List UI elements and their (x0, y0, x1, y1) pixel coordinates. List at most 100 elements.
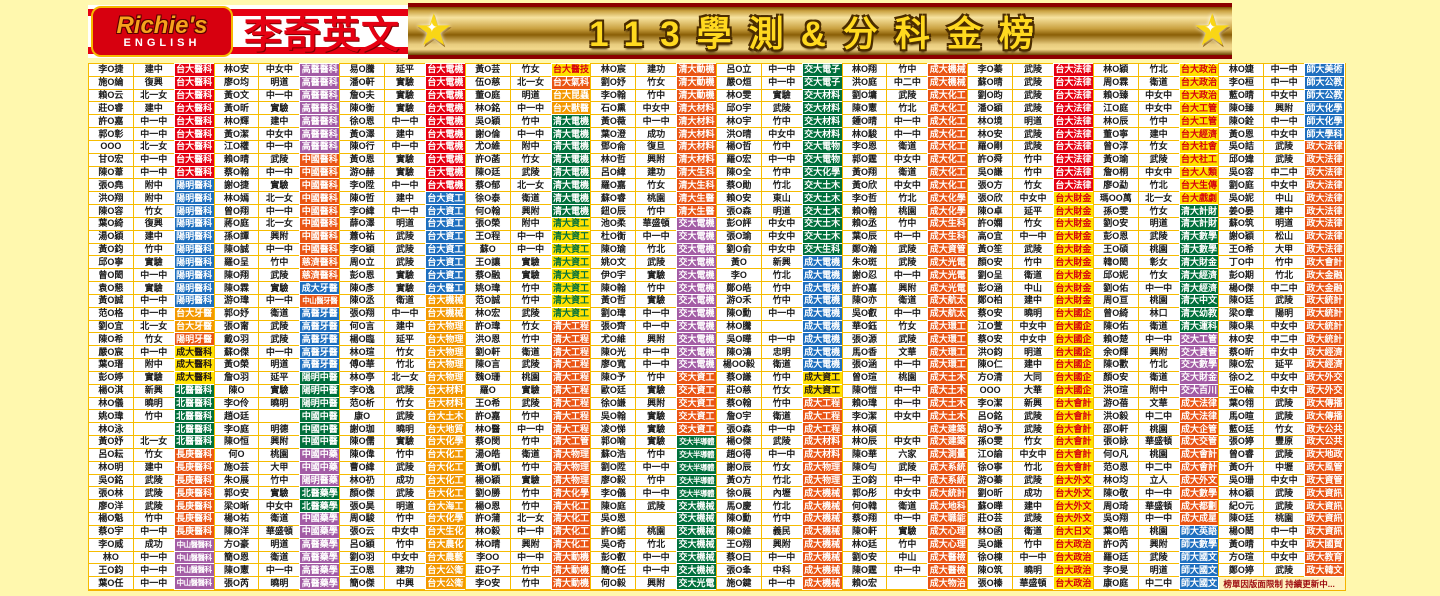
university-cell: 政大金融 (1304, 268, 1345, 283)
student-name-cell: 呂O立 (716, 63, 762, 77)
student-name-cell: 蘇O筑 (1218, 216, 1265, 231)
university-cell: 政大金融 (1304, 281, 1345, 295)
student-name-cell: 嚴O宸 (88, 345, 134, 360)
university-cell: 台大政治 (1178, 75, 1220, 90)
school-cell: 中一中 (258, 293, 301, 308)
student-name-cell: 陳O庭 (590, 499, 637, 514)
university-cell: 台大化工 (424, 486, 466, 501)
university-cell: 成大電機 (801, 268, 843, 283)
student-name-cell: 蔡O勛 (716, 178, 762, 193)
university-cell: 成大資管 (927, 242, 969, 257)
logo-subtitle: ENGLISH (123, 36, 201, 49)
student-name-cell: 許O嫻 (967, 216, 1014, 231)
university-cell: 台大經濟 (1178, 127, 1220, 141)
university-cell: 台大政治 (1052, 576, 1094, 590)
school-cell: 附中 (1137, 383, 1180, 398)
school-cell: 中女中 (760, 127, 803, 141)
school-cell: 實驗 (132, 281, 175, 295)
school-cell: 明道 (509, 88, 552, 103)
student-name-cell: 張O堯 (88, 178, 134, 193)
university-cell: 交大機械 (676, 537, 717, 552)
student-name-cell: 游O禾 (716, 293, 762, 308)
university-cell: 成大醫檢 (927, 563, 969, 578)
university-cell: 政大會計 (1304, 255, 1345, 270)
university-cell: 師大數學 (1178, 537, 1220, 552)
university-cell: 陽明醫科 (173, 191, 215, 206)
student-name-cell: 張O榛 (967, 576, 1014, 590)
student-name-cell: 顏O安 (1092, 370, 1139, 385)
school-cell: 衛道 (886, 293, 929, 308)
student-name-cell: 郭O霆 (841, 152, 888, 167)
school-cell: 成功 (1012, 486, 1054, 501)
student-name-cell: 石O熏 (590, 101, 637, 116)
university-cell: 台大醫科 (173, 63, 215, 77)
student-name-cell: 邱O妮 (1092, 268, 1139, 283)
school-cell: 中一中 (384, 306, 426, 321)
university-cell: 成大電機 (801, 293, 843, 308)
student-name-cell: 詹O夫 (339, 88, 386, 103)
university-cell: 高醫醫科 (299, 101, 341, 116)
university-cell: 台大財金 (1052, 191, 1094, 206)
student-name-cell: 張O云 (339, 524, 386, 539)
school-cell: 竹中 (1012, 255, 1054, 270)
university-cell: 高醫醫科 (299, 75, 341, 90)
school-cell: 竹中 (132, 409, 175, 424)
student-name-cell: 袁O懇 (88, 281, 134, 295)
brand-name: 李奇英文 (243, 15, 400, 57)
school-cell: 武陵 (384, 229, 426, 244)
student-name-cell: 黃O薇 (590, 114, 637, 129)
university-cell: 成大化學 (927, 191, 969, 206)
university-cell: 政大統計 (1304, 332, 1345, 347)
school-cell: 華盛頓 (258, 524, 301, 539)
university-cell: 交大百川 (1178, 383, 1220, 398)
university-cell: 交大電子 (801, 63, 843, 77)
school-cell: 衛道 (509, 447, 552, 462)
university-cell: 政大傳播 (1304, 409, 1345, 424)
student-name-cell: 賴O云 (88, 88, 134, 103)
school-cell: 竹中 (760, 396, 803, 411)
student-name-cell: 陳O容 (88, 204, 134, 218)
student-name-cell: 施O鍵 (716, 576, 762, 590)
student-name-cell: 李O安 (464, 576, 511, 590)
school-cell: 武陵 (1263, 293, 1306, 308)
university-cell: 台大國企 (1052, 306, 1094, 321)
university-cell: 交大半導體 (676, 486, 717, 501)
red-stripe-top (88, 9, 408, 16)
university-cell: 中山醫醫科 (173, 550, 215, 565)
school-cell: 竹中 (760, 281, 803, 295)
student-name-cell: 鄭O皓 (716, 281, 762, 295)
university-cell: 清大資工 (550, 268, 592, 283)
student-name-cell: 張O翔 (339, 306, 386, 321)
school-cell: 中一中 (1012, 550, 1054, 565)
school-cell: 延平 (384, 63, 426, 77)
header: Richie's ENGLISH 李奇英文 ★ ✦ 113學測&分科金榜 ★ ✦ (0, 0, 1440, 62)
school-cell: 附中 (132, 178, 175, 193)
school-cell: 中女中 (384, 524, 426, 539)
university-cell: 清大材料 (676, 152, 717, 167)
school-cell: 竹中 (635, 204, 678, 218)
school-cell: 衛道 (258, 550, 301, 565)
school-cell: 明道 (760, 204, 803, 218)
university-cell: 陽明醫科 (173, 216, 215, 231)
school-cell: 竹中 (509, 563, 552, 578)
student-name-cell: 謝O穎 (1218, 229, 1265, 244)
school-cell: 中一中 (760, 306, 803, 321)
university-cell: 清大電機 (550, 204, 592, 218)
school-cell: 竹中 (760, 512, 803, 526)
student-name-cell: 黃O欣 (841, 178, 888, 193)
student-name-cell: 謝O倫 (464, 127, 511, 141)
university-cell: 中國藥學 (299, 512, 341, 526)
university-cell: 高醫牙醫 (299, 332, 341, 347)
student-name-cell: 李O翰 (590, 88, 637, 103)
student-name-cell: 張O森 (716, 422, 762, 437)
school-cell: 竹女 (509, 152, 552, 167)
university-cell: 台大醫科 (173, 152, 215, 167)
school-cell: 衛道 (384, 293, 426, 308)
student-name-cell: 葉O辰 (841, 229, 888, 244)
school-cell: 竹中 (635, 370, 678, 385)
university-cell: 台大醫科 (173, 88, 215, 103)
university-cell: 師大化學 (1304, 101, 1345, 116)
university-cell: 台大電機 (424, 88, 466, 103)
student-name-cell: 黃O芸 (464, 63, 511, 77)
school-cell: 竹中 (635, 447, 678, 462)
